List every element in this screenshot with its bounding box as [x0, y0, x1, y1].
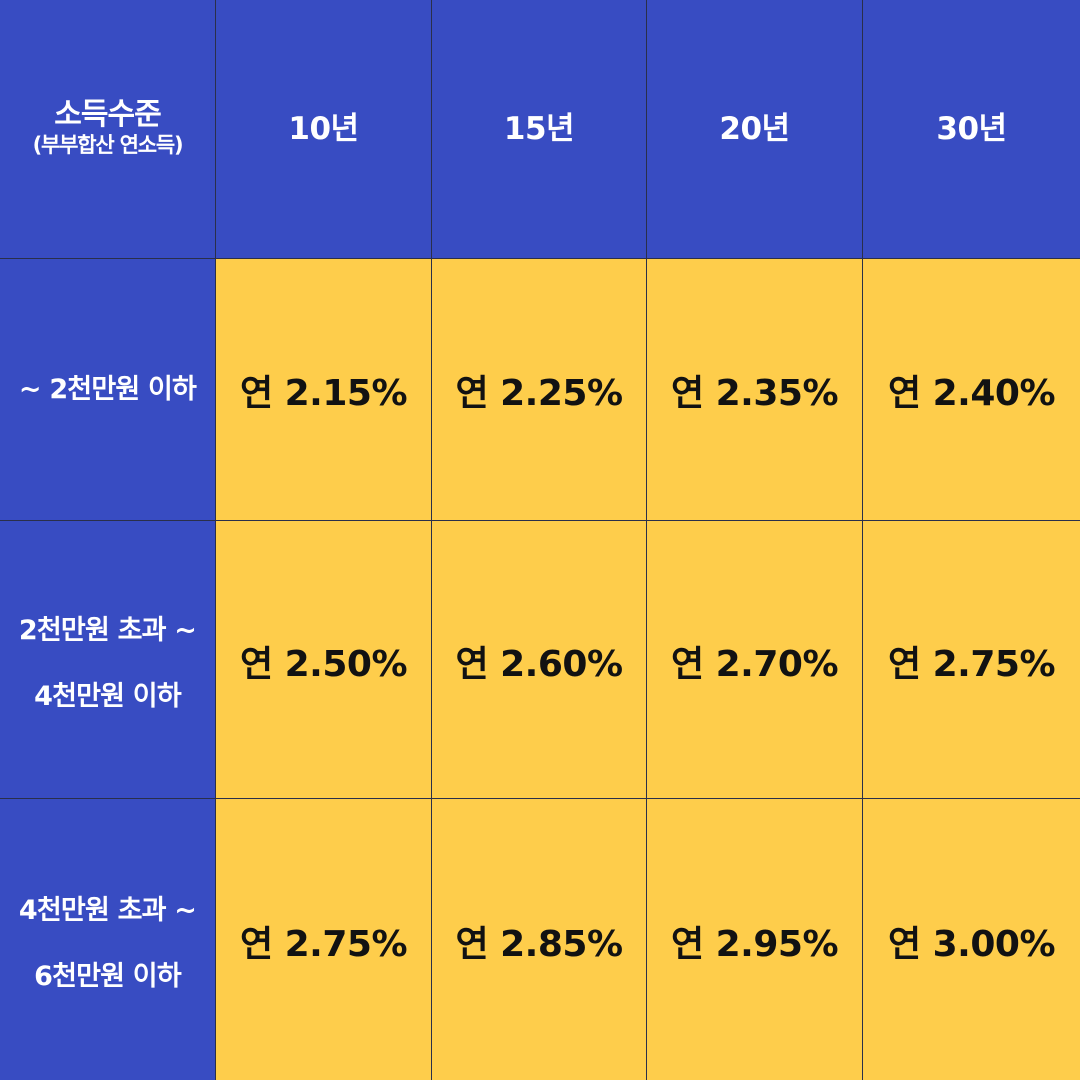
income-level-sublabel: (부부합산 연소득) — [32, 133, 184, 157]
column-header-20-years: 20년 — [647, 0, 863, 259]
rate-cell: 연 2.75% — [216, 799, 432, 1080]
income-level-label: 소득수준 — [54, 97, 161, 132]
column-header-30-years: 30년 — [863, 0, 1080, 259]
rate-cell: 연 2.15% — [216, 259, 432, 521]
row-header-income-tier-2: 2천만원 초과 ~ 4천만원 이하 — [0, 521, 216, 799]
column-header-15-years: 15년 — [432, 0, 647, 259]
income-level-header-cell: 소득수준 (부부합산 연소득) — [0, 0, 216, 259]
row-header-income-tier-3: 4천만원 초과 ~ 6천만원 이하 — [0, 799, 216, 1080]
rate-cell: 연 3.00% — [863, 799, 1080, 1080]
rate-cell: 연 2.95% — [647, 799, 863, 1080]
rate-cell: 연 2.70% — [647, 521, 863, 799]
row-header-income-tier-1: ~ 2천만원 이하 — [0, 259, 216, 521]
rate-cell: 연 2.25% — [432, 259, 647, 521]
row-header-line: 4천만원 이하 — [34, 680, 182, 712]
rate-cell: 연 2.40% — [863, 259, 1080, 521]
row-header-line: 6천만원 이하 — [34, 960, 182, 992]
rate-cell: 연 2.50% — [216, 521, 432, 799]
row-header-line: 2천만원 초과 ~ — [18, 614, 197, 646]
column-header-10-years: 10년 — [216, 0, 432, 259]
rate-cell: 연 2.60% — [432, 521, 647, 799]
rate-cell: 연 2.75% — [863, 521, 1080, 799]
row-header-line: ~ 2천만원 이하 — [18, 373, 197, 405]
rate-cell: 연 2.85% — [432, 799, 647, 1080]
row-header-line: 4천만원 초과 ~ — [18, 894, 197, 926]
rate-cell: 연 2.35% — [647, 259, 863, 521]
